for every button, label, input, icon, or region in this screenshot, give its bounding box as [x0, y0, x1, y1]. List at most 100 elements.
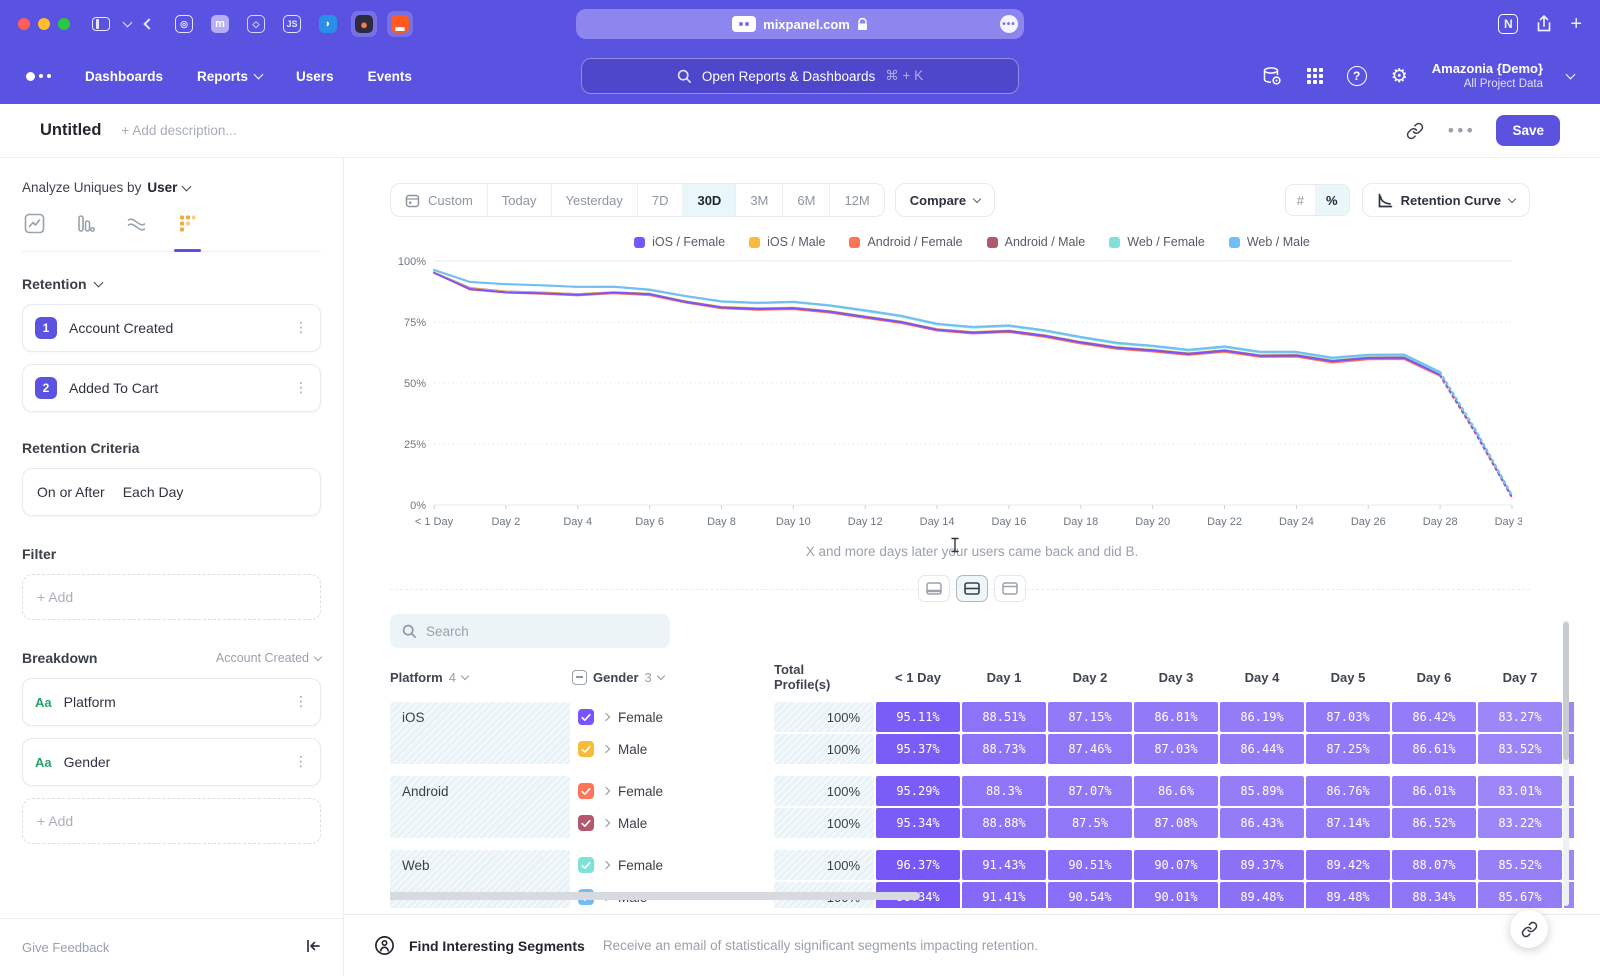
collapse-sidebar-icon[interactable]: [306, 939, 321, 957]
share-icon[interactable]: [1536, 15, 1552, 33]
tab-insights[interactable]: [24, 213, 45, 239]
retention-value-cell[interactable]: 86.43%: [1220, 808, 1304, 838]
legend-item[interactable]: Android / Male: [987, 235, 1086, 249]
retention-value-cell[interactable]: 96.37%: [876, 850, 960, 880]
percent-unit-button[interactable]: %: [1315, 185, 1349, 215]
retention-value-cell[interactable]: 87.03%: [1306, 702, 1390, 732]
select-all-checkbox[interactable]: [572, 670, 587, 685]
horizontal-scrollbar[interactable]: [390, 892, 920, 900]
retention-value-cell[interactable]: 86.6%: [1134, 776, 1218, 806]
legend-item[interactable]: iOS / Male: [749, 235, 825, 249]
retention-value-cell[interactable]: 83.52%: [1478, 734, 1562, 764]
date-range-today[interactable]: Today: [488, 184, 552, 216]
legend-item[interactable]: Web / Female: [1109, 235, 1205, 249]
retention-value-cell[interactable]: 87.15%: [1048, 702, 1132, 732]
address-bar[interactable]: mixpanel.com •••: [576, 9, 1024, 39]
checkbox-checked-icon[interactable]: [578, 857, 594, 873]
absolute-unit-button[interactable]: #: [1286, 185, 1315, 215]
retention-value-cell[interactable]: 88.88%: [962, 808, 1046, 838]
date-range-3m[interactable]: 3M: [736, 184, 783, 216]
checkbox-checked-icon[interactable]: [578, 783, 594, 799]
tab-flows[interactable]: [126, 213, 147, 239]
m-extension-icon[interactable]: m: [207, 11, 233, 37]
share-link-floating-button[interactable]: [1510, 910, 1548, 948]
segments-title[interactable]: Find Interesting Segments: [409, 938, 585, 954]
retention-value-cell[interactable]: 83.27%: [1478, 702, 1562, 732]
reader-extension-icon[interactable]: ●: [351, 11, 377, 37]
expand-chevron-icon[interactable]: [602, 819, 610, 827]
extensions-more-icon[interactable]: •••: [1000, 15, 1018, 33]
retention-value-cell[interactable]: 89.48%: [1220, 882, 1304, 908]
view-type-select[interactable]: Retention Curve: [1362, 183, 1530, 217]
retention-value-cell[interactable]: 88.07%: [1392, 850, 1476, 880]
more-options-icon[interactable]: •••: [1446, 121, 1474, 140]
retention-value-cell[interactable]: 86.61%: [1392, 734, 1476, 764]
criteria-on-value[interactable]: On or After: [37, 484, 105, 500]
tab-retention[interactable]: [177, 213, 198, 239]
retention-value-cell[interactable]: 86.44%: [1220, 734, 1304, 764]
breakdown-options-icon[interactable]: ⋮: [294, 754, 308, 770]
retention-value-cell[interactable]: 83.22%: [1478, 808, 1562, 838]
layout-split-button[interactable]: [956, 575, 988, 602]
cloud-extension-icon[interactable]: ▂: [387, 11, 413, 37]
retention-value-cell[interactable]: 88.73%: [962, 734, 1046, 764]
retention-value-cell[interactable]: 87.03%: [1134, 734, 1218, 764]
retention-value-cell[interactable]: 95.34%: [876, 808, 960, 838]
retention-value-cell[interactable]: 86.01%: [1392, 776, 1476, 806]
nav-item-reports[interactable]: Reports: [197, 69, 262, 84]
retention-value-cell[interactable]: 86.81%: [1134, 702, 1218, 732]
layout-chart-top-button[interactable]: [994, 575, 1026, 602]
retention-value-cell[interactable]: 85.67%: [1478, 882, 1562, 908]
add-filter-button[interactable]: + Add: [22, 574, 321, 620]
retention-value-cell[interactable]: 87.07%: [1048, 776, 1132, 806]
platform-column-header[interactable]: Platform 4: [390, 670, 570, 685]
total-profiles-header[interactable]: Total Profile(s): [774, 662, 874, 692]
date-range-30d[interactable]: 30D: [683, 184, 736, 216]
retention-value-cell[interactable]: 86.42%: [1392, 702, 1476, 732]
zoom-window-button[interactable]: [58, 18, 70, 30]
compare-button[interactable]: Compare: [895, 183, 995, 217]
retention-value-cell[interactable]: 88.51%: [962, 702, 1046, 732]
retention-value-cell[interactable]: 87.08%: [1134, 808, 1218, 838]
retention-value-cell[interactable]: 85.52%: [1478, 850, 1562, 880]
nav-item-dashboards[interactable]: Dashboards: [85, 69, 163, 84]
retention-value-cell[interactable]: 85.89%: [1220, 776, 1304, 806]
chevron-down-icon[interactable]: [123, 18, 133, 28]
js-extension-icon[interactable]: JS: [279, 11, 305, 37]
retention-value-cell[interactable]: 87.25%: [1306, 734, 1390, 764]
retention-step-card[interactable]: 2Added To Cart⋮: [22, 364, 321, 412]
step-options-icon[interactable]: ⋮: [294, 380, 308, 396]
breakdown-card[interactable]: AaPlatform⋮: [22, 678, 321, 726]
retention-value-cell[interactable]: 88.34%: [1392, 882, 1476, 908]
breakdown-card[interactable]: AaGender⋮: [22, 738, 321, 786]
retention-value-cell[interactable]: 88.3%: [962, 776, 1046, 806]
expand-chevron-icon[interactable]: [602, 861, 610, 869]
retention-value-cell[interactable]: 87.14%: [1306, 808, 1390, 838]
retention-value-cell[interactable]: 90.51%: [1048, 850, 1132, 880]
gender-row-female[interactable]: Female: [572, 709, 772, 725]
retention-criteria-card[interactable]: On or After Each Day: [22, 468, 321, 516]
date-range-12m[interactable]: 12M: [830, 184, 883, 216]
analyze-value[interactable]: User: [147, 180, 177, 195]
checkbox-checked-icon[interactable]: [578, 815, 594, 831]
retention-step-card[interactable]: 1Account Created⋮: [22, 304, 321, 352]
minimize-window-button[interactable]: [38, 18, 50, 30]
retention-value-cell[interactable]: 91.41%: [962, 882, 1046, 908]
gender-row-male[interactable]: Male: [572, 741, 772, 757]
sidebar-toggle-icon[interactable]: [92, 17, 110, 31]
expand-chevron-icon[interactable]: [602, 713, 610, 721]
retention-value-cell[interactable]: 86.52%: [1392, 808, 1476, 838]
nav-item-users[interactable]: Users: [296, 69, 334, 84]
cube-extension-icon[interactable]: ◇: [243, 11, 269, 37]
close-window-button[interactable]: [18, 18, 30, 30]
retention-value-cell[interactable]: 90.07%: [1134, 850, 1218, 880]
retention-section-label[interactable]: Retention: [22, 276, 87, 292]
nav-item-events[interactable]: Events: [368, 69, 412, 84]
copy-link-icon[interactable]: [1406, 122, 1424, 140]
legend-item[interactable]: Web / Male: [1229, 235, 1310, 249]
mixpanel-logo[interactable]: [26, 72, 51, 81]
gender-row-female[interactable]: Female: [572, 783, 772, 799]
breakdown-scope-select[interactable]: Account Created: [216, 651, 321, 665]
retention-value-cell[interactable]: 87.5%: [1048, 808, 1132, 838]
report-title[interactable]: Untitled: [40, 121, 101, 140]
